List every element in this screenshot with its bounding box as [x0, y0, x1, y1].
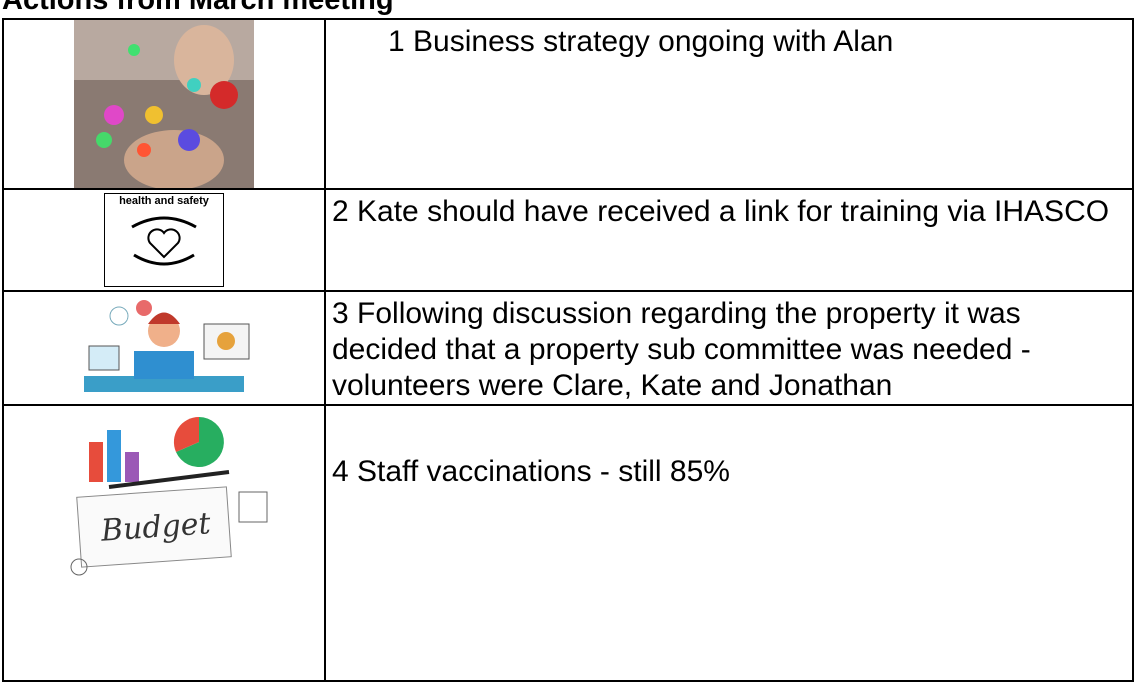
- image-cell: Budget: [3, 405, 325, 681]
- tech-image: [74, 20, 254, 188]
- table-row: health and safety 2 Kate should have rec…: [3, 189, 1133, 291]
- action-text: 2 Kate should have received a link for t…: [325, 189, 1133, 291]
- action-text: 1 Business strategy ongoing with Alan: [325, 19, 1133, 189]
- image-cell: health and safety: [3, 189, 325, 291]
- budget-image: Budget: [49, 412, 279, 582]
- budget-illustration: [49, 412, 279, 582]
- action-text: 4 Staff vaccinations - still 85%: [325, 405, 1133, 681]
- page: {"header": {"title": "Actions from March…: [0, 0, 1136, 678]
- health-safety-image: health and safety: [104, 193, 224, 287]
- table-row: 3 Following discussion regarding the pro…: [3, 291, 1133, 405]
- document-title: Actions from March meeting: [2, 0, 394, 17]
- table-row: Budget 4 Staff vaccinations - still 85%: [3, 405, 1133, 681]
- office-image: [64, 296, 264, 400]
- hands-heart-icon: [124, 207, 204, 273]
- action-text: 3 Following discussion regarding the pro…: [325, 291, 1133, 405]
- image-caption: health and safety: [105, 194, 223, 207]
- actions-table: 1 Business strategy ongoing with Alan he…: [2, 18, 1134, 682]
- image-cell: [3, 19, 325, 189]
- table-row: 1 Business strategy ongoing with Alan: [3, 19, 1133, 189]
- image-cell: [3, 291, 325, 405]
